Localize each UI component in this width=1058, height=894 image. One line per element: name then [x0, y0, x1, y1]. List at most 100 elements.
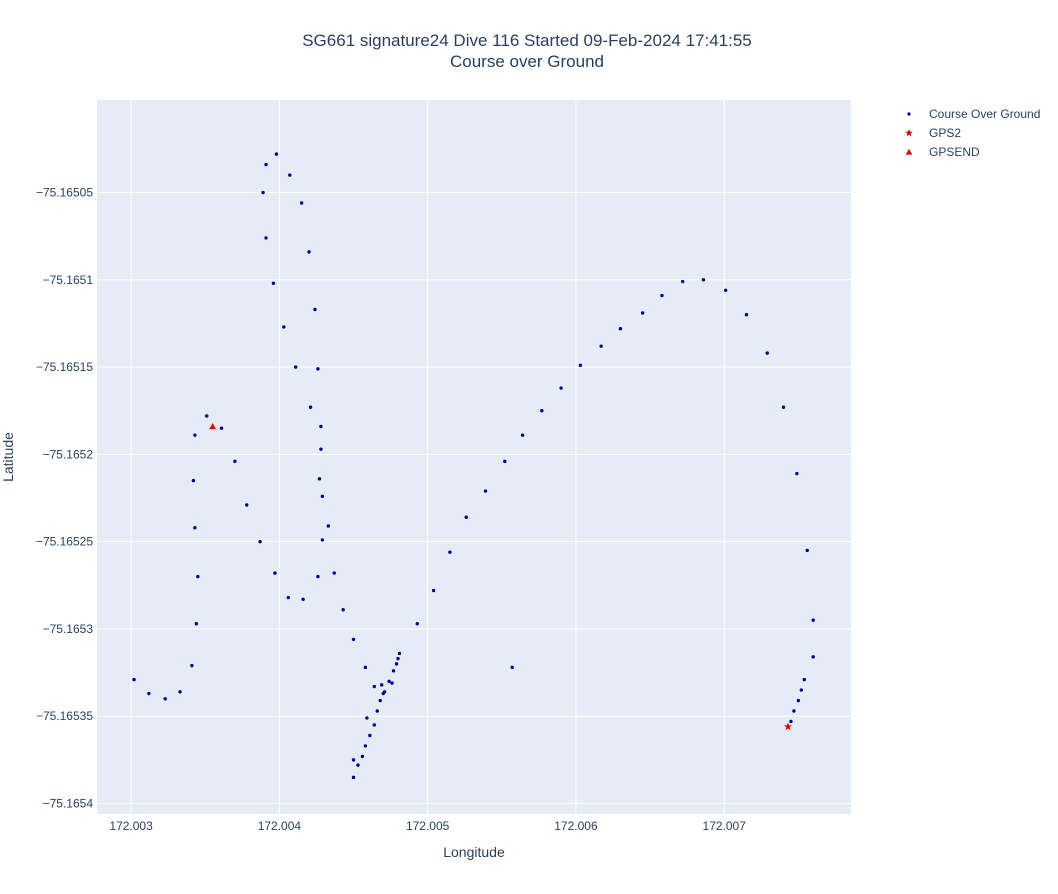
y-tick-label: −75.1651 — [43, 273, 94, 287]
y-tick-label: −75.1652 — [43, 447, 94, 461]
course-point — [578, 363, 583, 368]
course-point — [765, 351, 769, 355]
course-point — [681, 279, 685, 284]
course-point — [320, 538, 325, 542]
course-point — [387, 679, 391, 684]
course-point — [190, 663, 194, 668]
course-point — [178, 690, 182, 694]
plot-area[interactable] — [97, 100, 851, 814]
course-point — [360, 754, 365, 759]
course-point — [391, 669, 396, 673]
course-point — [448, 550, 452, 554]
course-point — [744, 313, 749, 317]
course-point — [811, 655, 815, 659]
x-axis-title: Longitude — [443, 844, 505, 860]
x-tick-label: 172.004 — [258, 819, 302, 833]
course-point — [520, 433, 525, 437]
course-point — [792, 709, 796, 713]
course-point — [332, 571, 336, 575]
course-point — [799, 688, 804, 692]
course-point — [540, 409, 544, 413]
course-point — [789, 719, 793, 724]
y-tick-label: −75.16525 — [36, 535, 93, 549]
course-point — [781, 405, 786, 409]
legend-label: GPSEND — [929, 145, 980, 159]
course-point — [273, 571, 277, 575]
course-point — [274, 152, 279, 156]
course-point — [193, 526, 197, 530]
course-point — [640, 311, 645, 315]
y-tick-label: −75.16515 — [36, 360, 93, 374]
y-tick-label: −75.1654 — [43, 797, 94, 811]
course-point — [503, 459, 507, 464]
legend[interactable]: Course Over Ground GPS2 GPSEND — [905, 107, 1040, 159]
x-tick-label: 172.007 — [703, 819, 747, 833]
course-point — [317, 477, 322, 481]
course-point — [356, 763, 360, 767]
course-point — [319, 424, 323, 429]
legend-marker — [905, 148, 913, 155]
course-point — [559, 386, 563, 390]
course-point — [264, 162, 268, 167]
course-point — [351, 775, 356, 780]
course-point — [316, 367, 320, 371]
course-point — [701, 278, 706, 282]
course-point — [326, 524, 331, 528]
x-tick-labels: 172.003 172.004 172.005 172.006 172.007 — [109, 819, 746, 833]
course-point — [163, 697, 167, 701]
course-point — [375, 709, 379, 713]
legend-item[interactable]: Course Over Ground — [907, 107, 1040, 121]
course-point — [316, 574, 320, 579]
course-point — [802, 677, 806, 682]
course-point — [271, 281, 276, 286]
course-point — [396, 656, 400, 661]
course-point — [811, 618, 815, 622]
y-axis-title: Latitude — [0, 432, 16, 482]
course-point — [796, 698, 801, 703]
course-point — [381, 691, 385, 696]
course-point — [258, 539, 262, 544]
course-point — [365, 716, 369, 720]
course-point — [286, 595, 290, 600]
course-point — [724, 288, 728, 292]
course-point — [351, 758, 356, 762]
course-point — [233, 459, 237, 464]
course-point — [320, 494, 325, 498]
course-point — [219, 426, 224, 430]
course-point — [368, 733, 372, 738]
course-point — [193, 433, 197, 437]
course-point — [618, 326, 623, 331]
course-point — [431, 588, 436, 593]
course-point — [379, 683, 384, 687]
course-point — [299, 201, 304, 205]
course-point — [293, 365, 298, 369]
course-point — [196, 574, 200, 579]
legend-label: Course Over Ground — [929, 107, 1040, 121]
legend-marker — [907, 112, 911, 116]
y-tick-labels: −75.16505 −75.1651 −75.16515 −75.1652 −75.16… — [36, 186, 93, 811]
y-tick-label: −75.16505 — [36, 186, 93, 200]
course-point — [261, 190, 265, 195]
data-points — [132, 152, 815, 780]
x-tick-label: 172.005 — [406, 819, 450, 833]
y-tick-label: −75.1653 — [43, 622, 94, 636]
legend-item[interactable]: GPS2 — [905, 126, 961, 140]
legend-item[interactable]: GPSEND — [905, 145, 980, 159]
course-point — [372, 684, 376, 689]
course-point — [308, 405, 313, 409]
course-point — [363, 744, 368, 748]
course-point — [363, 665, 368, 670]
course-point — [301, 597, 305, 601]
course-point — [282, 325, 286, 329]
legend-label: GPS2 — [929, 126, 961, 140]
course-point — [351, 637, 356, 642]
course-point — [483, 489, 488, 493]
course-point — [194, 622, 199, 626]
course-point — [397, 651, 402, 656]
course-point — [660, 293, 664, 298]
course-point — [795, 471, 799, 476]
course-point — [307, 250, 311, 254]
course-point — [205, 414, 209, 418]
x-tick-label: 172.006 — [554, 819, 598, 833]
